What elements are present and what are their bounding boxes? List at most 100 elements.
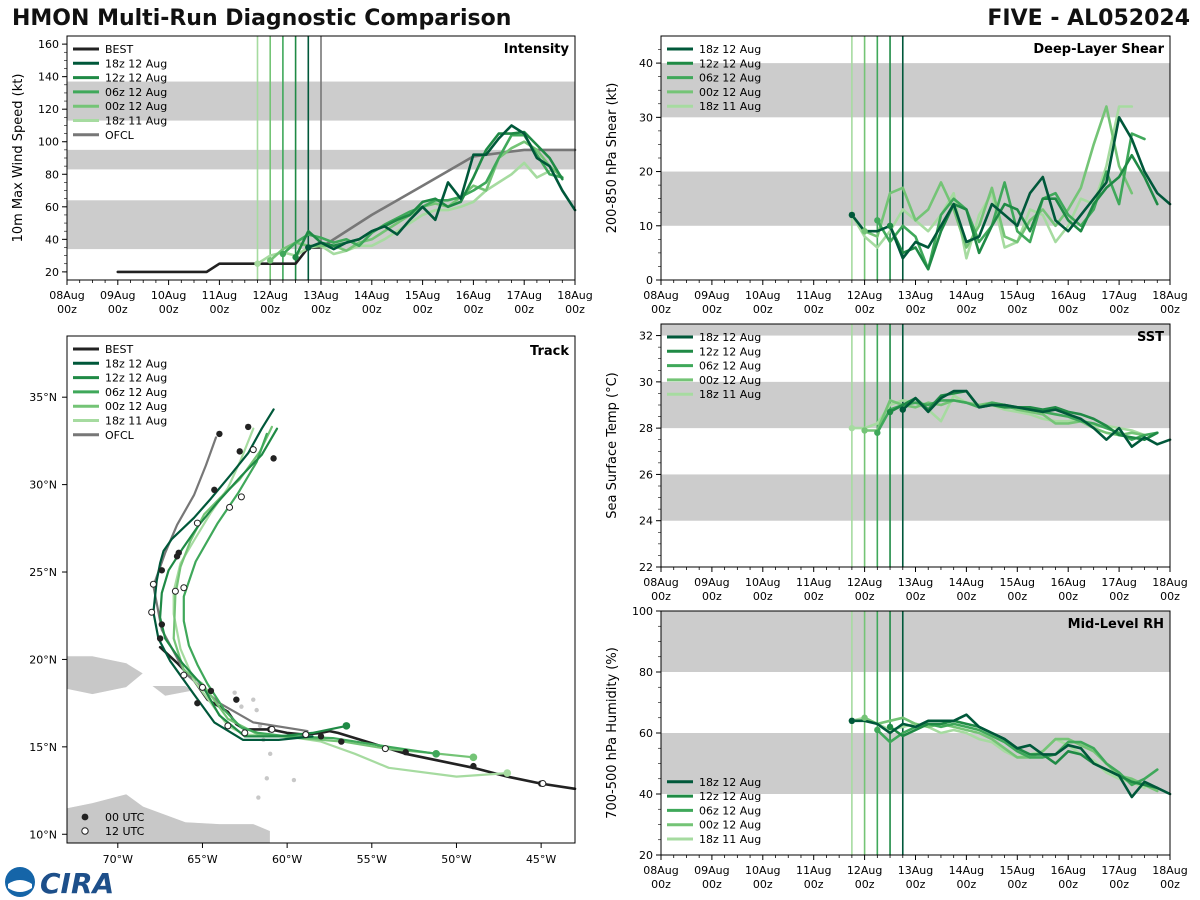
legend-label-sst-0: 18z 12 Aug xyxy=(699,331,761,344)
x-tick-label-hour: 00z xyxy=(753,303,773,316)
axes-frame xyxy=(66,35,576,281)
intensity-panel: 08Aug00z09Aug00z10Aug00z11Aug00z12Aug00z… xyxy=(11,35,593,316)
legend-label-rh-0: 18z 12 Aug xyxy=(699,776,761,789)
x-tick-label-day: 17Aug xyxy=(506,289,541,302)
series-start-marker xyxy=(848,211,856,219)
shade-band-1 xyxy=(661,611,1170,672)
shade-band-2 xyxy=(661,324,1170,336)
track-marker-00utc xyxy=(211,486,218,494)
x-tick-label-day: 14Aug xyxy=(949,289,984,302)
x-tick-label-hour: 00z xyxy=(464,303,484,316)
x-tick-label-hour: 00z xyxy=(651,590,671,603)
legend-label-intensity-5: 18z 11 Aug xyxy=(105,115,167,128)
legend-label-shear-0: 18z 12 Aug xyxy=(699,43,761,56)
legend-label-track-5: 18z 11 Aug xyxy=(105,415,167,428)
series-start-marker xyxy=(874,726,881,734)
x-tick-label-day: 16Aug xyxy=(1050,289,1085,302)
island-7 xyxy=(291,777,297,783)
x-tick-label-hour: 00z xyxy=(906,303,926,316)
y-tick-label: 20 xyxy=(45,266,59,279)
track-marker-00utc xyxy=(175,549,182,556)
x-tick-label-day: 14Aug xyxy=(354,289,389,302)
cira-logo-text: CIRA xyxy=(40,867,114,900)
x-tick-label-hour: 00z xyxy=(1058,590,1078,603)
x-tick-label-day: 08Aug xyxy=(643,576,678,589)
series-start-marker xyxy=(886,222,894,229)
y-tick-label: 80 xyxy=(639,666,653,679)
y-tick-label: 10°N xyxy=(29,828,57,841)
y-tick-label: 25°N xyxy=(29,566,57,579)
x-tick-label-day: 15Aug xyxy=(1000,576,1035,589)
y-tick-label: 22 xyxy=(639,561,653,574)
x-tick-label-hour: 00z xyxy=(1109,590,1129,603)
x-tick-label-day: 08Aug xyxy=(643,864,678,877)
x-tick-label: 50°W xyxy=(441,853,471,866)
x-tick-label-day: 12Aug xyxy=(847,864,882,877)
shear-panel: 08Aug00z09Aug00z10Aug00z11Aug00z12Aug00z… xyxy=(605,35,1188,316)
x-tick-label-hour: 00z xyxy=(57,303,77,316)
panel-title: SST xyxy=(1137,330,1164,345)
legend-label-rh-4: 18z 11 Aug xyxy=(699,833,761,846)
x-tick-label-hour: 00z xyxy=(1109,303,1129,316)
track-line-18z-12-aug xyxy=(152,408,314,741)
x-tick-label-day: 16Aug xyxy=(456,289,491,302)
track-marker-12utc xyxy=(302,731,310,739)
track-line-12z-12-aug xyxy=(159,427,348,738)
series-start-marker xyxy=(279,250,287,258)
track-marker-00utc xyxy=(470,762,477,770)
series-line-18z-12-aug xyxy=(850,713,1172,799)
series-start-marker xyxy=(861,228,868,235)
legend-label-track-1: 18z 12 Aug xyxy=(105,357,167,370)
island-3 xyxy=(256,795,261,800)
axes-frame xyxy=(66,335,576,844)
x-tick-label-hour: 00z xyxy=(906,590,926,603)
y-tick-label: 100 xyxy=(38,136,59,149)
legend-label-intensity-0: BEST xyxy=(105,43,133,56)
legend-label-track-4: 00z 12 Aug xyxy=(105,400,167,413)
panel-title: Mid-Level RH xyxy=(1068,617,1164,632)
x-tick-label-day: 08Aug xyxy=(49,289,84,302)
track-start-marker xyxy=(469,753,478,762)
x-tick-label-day: 11Aug xyxy=(202,289,237,302)
island-2 xyxy=(264,776,270,781)
series-line-18z-12-aug xyxy=(901,389,1172,448)
series-line-00z-12-aug xyxy=(268,140,564,262)
axes-frame xyxy=(660,35,1171,281)
y-tick-label: 40 xyxy=(639,788,653,801)
track-marker-00utc xyxy=(158,621,166,628)
track-marker-12utc xyxy=(149,580,157,588)
legend-label-rh-2: 06z 12 Aug xyxy=(699,804,761,817)
track-marker-00utc xyxy=(244,423,252,431)
y-tick-label: 24 xyxy=(639,515,653,528)
x-tick-label-hour: 00z xyxy=(702,878,722,891)
x-tick-label-day: 14Aug xyxy=(949,576,984,589)
x-tick-label-hour: 00z xyxy=(1160,590,1180,603)
series-start-marker xyxy=(886,408,894,416)
y-tick-label: 160 xyxy=(38,38,59,51)
island-9 xyxy=(251,697,256,702)
x-tick-label-hour: 00z xyxy=(651,878,671,891)
shade-band-0 xyxy=(661,474,1170,521)
y-tick-label: 30°N xyxy=(29,479,57,492)
x-tick-label-hour: 00z xyxy=(702,303,722,316)
x-tick-label-hour: 00z xyxy=(855,590,875,603)
series-start-marker xyxy=(874,217,881,224)
series-start-marker xyxy=(305,244,312,251)
track-marker-12utc xyxy=(224,722,232,730)
track-start-marker xyxy=(342,722,351,730)
x-tick-label-day: 17Aug xyxy=(1101,864,1136,877)
track-marker-00utc xyxy=(233,696,240,703)
x-tick-label-day: 08Aug xyxy=(643,289,678,302)
y-tick-label: 140 xyxy=(38,71,59,84)
track-marker-12utc xyxy=(249,446,257,454)
panel-title: Intensity xyxy=(504,42,570,57)
track-marker-00utc xyxy=(194,699,201,707)
x-tick-label-day: 13Aug xyxy=(303,289,338,302)
series-start-marker xyxy=(848,424,856,432)
y-tick-label: 30 xyxy=(639,111,653,124)
y-tick-label: 10 xyxy=(639,220,653,233)
y-tick-label: 26 xyxy=(639,468,653,481)
y-tick-label: 20 xyxy=(639,166,653,179)
x-tick-label-day: 15Aug xyxy=(1000,289,1035,302)
